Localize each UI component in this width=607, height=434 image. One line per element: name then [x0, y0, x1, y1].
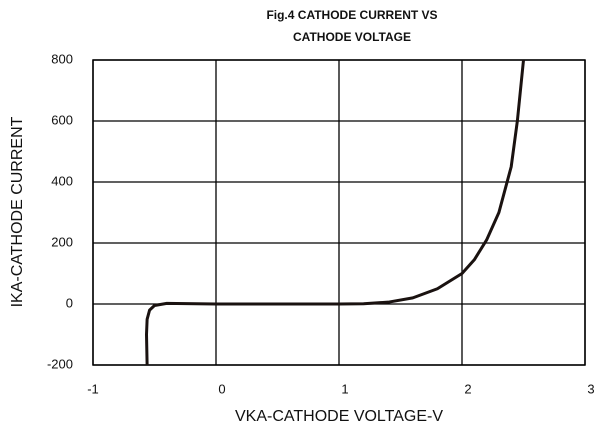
- x-tick-label: 3: [587, 381, 594, 396]
- data-line: [145, 59, 525, 366]
- chart-title: CATHODE VOLTAGE: [293, 30, 411, 44]
- plot-frame: [92, 59, 586, 366]
- x-tick-label: -1: [87, 381, 99, 396]
- x-tick-label: 1: [341, 381, 348, 396]
- x-tick-label: 0: [218, 381, 225, 396]
- y-tick-label: -200: [47, 356, 73, 371]
- y-tick-label: 0: [66, 295, 73, 310]
- y-tick-label: 600: [51, 112, 73, 127]
- y-axis-label: IKA-CATHODE CURRENT: [9, 116, 26, 307]
- y-tick-label: 200: [51, 234, 73, 249]
- chart-title: Fig.4 CATHODE CURRENT VS: [266, 8, 437, 22]
- y-tick-label: 400: [51, 173, 73, 188]
- x-tick-label: 2: [464, 381, 471, 396]
- x-axis-label: VKA-CATHODE VOLTAGE-V: [235, 408, 443, 425]
- y-tick-label: 800: [51, 51, 73, 66]
